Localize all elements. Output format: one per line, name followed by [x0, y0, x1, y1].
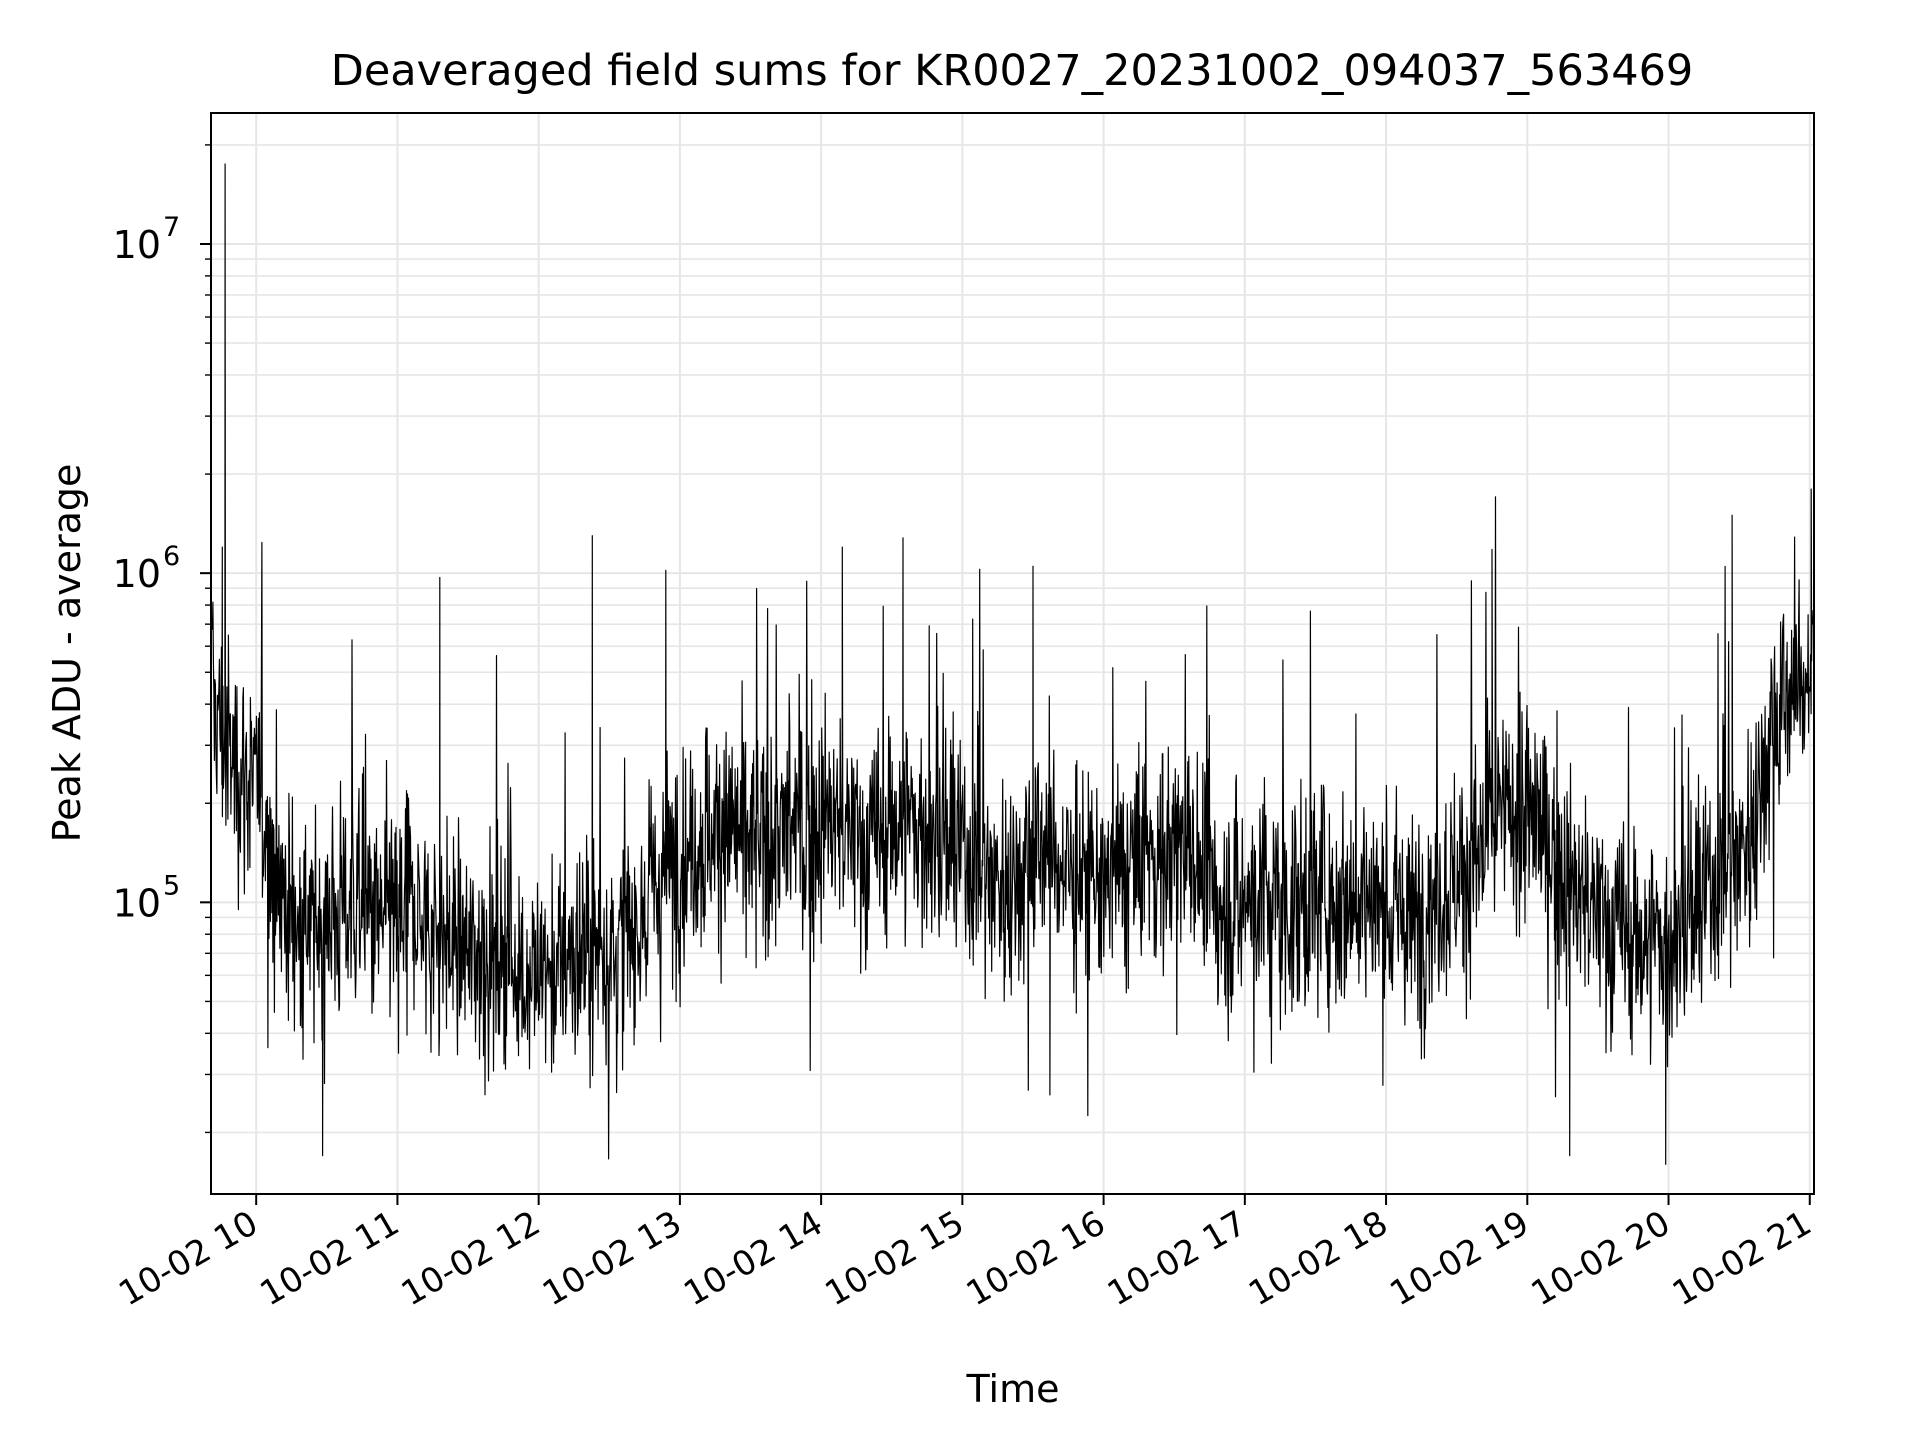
- chart-title: Deaveraged field sums for KR0027_2023100…: [331, 46, 1694, 96]
- series-line: [211, 163, 1814, 1165]
- grid: [211, 113, 1814, 1194]
- y-tick-exponent: 7: [163, 212, 180, 243]
- data-line: [211, 163, 1814, 1165]
- y-tick-label: 10: [113, 552, 161, 596]
- y-tick-label: 10: [113, 223, 161, 267]
- x-axis-label: Time: [966, 1367, 1060, 1411]
- y-tick-label: 10: [113, 881, 161, 925]
- y-tick-exponent: 5: [163, 870, 180, 901]
- y-tick-exponent: 6: [163, 541, 180, 572]
- plot-frame: [210, 112, 1815, 1195]
- y-axis-label: Peak ADU - average: [45, 464, 89, 843]
